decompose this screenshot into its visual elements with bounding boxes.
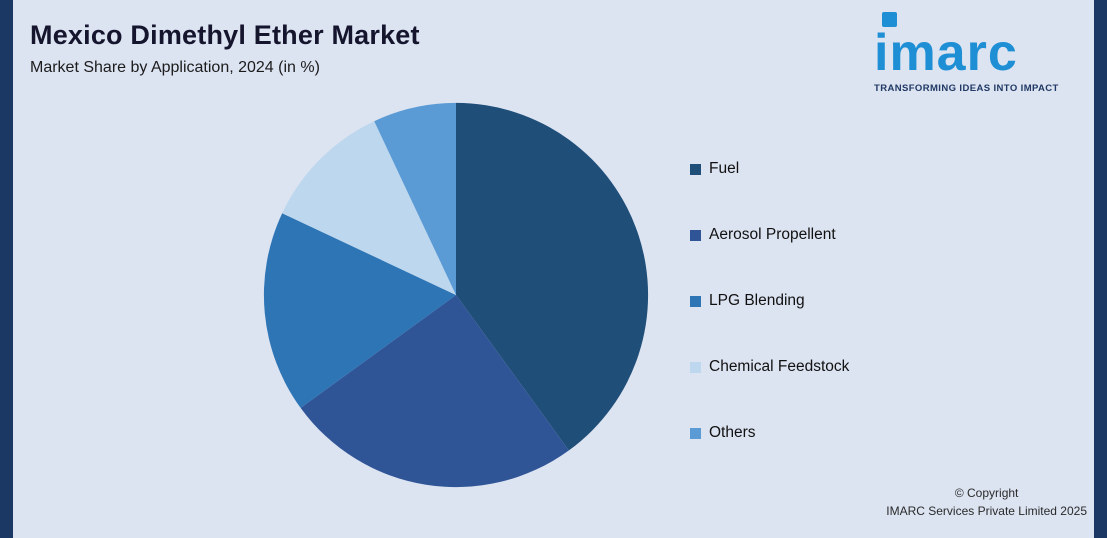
pie-slice-lpg-blending xyxy=(263,213,456,408)
legend-item-chemical-feedstock: Chemical Feedstock xyxy=(690,356,849,378)
legend-label: Others xyxy=(709,424,756,441)
pie-slice-aerosol-propellent xyxy=(300,295,569,488)
legend-swatch-icon xyxy=(690,361,701,373)
legend-swatch-icon xyxy=(690,163,701,175)
pie-slice-fuel xyxy=(456,102,649,451)
copyright-line1: © Copyright xyxy=(954,486,1019,501)
pie-slice-chemical-feedstock xyxy=(282,121,456,295)
chart-legend: Fuel Aerosol Propellent LPG Blending Chemic… xyxy=(690,158,849,488)
pie-chart xyxy=(263,102,649,488)
legend-label: Aerosol Propellent xyxy=(709,226,836,243)
legend-swatch-icon xyxy=(690,295,701,307)
legend-label: Chemical Feedstock xyxy=(709,358,850,375)
logo-dot-icon xyxy=(882,12,897,27)
legend-label: LPG Blending xyxy=(709,292,805,309)
legend-item-others: Others xyxy=(690,422,849,444)
page-title: Mexico Dimethyl Ether Market xyxy=(30,20,420,50)
legend-label: Fuel xyxy=(709,160,740,177)
legend-swatch-icon xyxy=(690,229,701,241)
logo-text: imarc xyxy=(874,24,1018,82)
legend-swatch-icon xyxy=(690,427,701,439)
header: Mexico Dimethyl Ether Market Market Shar… xyxy=(30,20,420,77)
logo-tagline: TRANSFORMING IDEAS INTO IMPACT xyxy=(874,83,1059,95)
legend-item-lpg-blending: LPG Blending xyxy=(690,290,849,312)
copyright-line2: IMARC Services Private Limited 2025 xyxy=(886,503,1087,518)
copyright: © Copyright IMARC Services Private Limit… xyxy=(886,485,1087,520)
pie-slice-others xyxy=(374,102,456,295)
legend-item-fuel: Fuel xyxy=(690,158,849,180)
right-edge-bar xyxy=(1094,0,1107,538)
imarc-logo: imarc TRANSFORMING IDEAS INTO IMPACT xyxy=(874,12,1089,94)
legend-item-aerosol-propellent: Aerosol Propellent xyxy=(690,224,849,246)
pie-chart-container xyxy=(260,99,652,491)
page-subtitle: Market Share by Application, 2024 (in %) xyxy=(30,59,320,76)
left-edge-bar xyxy=(0,0,13,538)
